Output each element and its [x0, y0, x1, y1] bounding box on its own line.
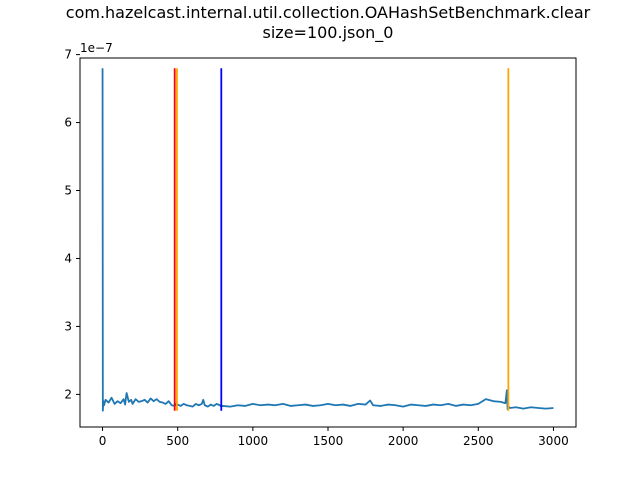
- y-tick-label: 4: [64, 251, 72, 265]
- axes-frame: [79, 57, 577, 428]
- x-tick-label: 2000: [388, 434, 419, 448]
- x-tick-label: 0: [99, 434, 107, 448]
- x-tick-label: 3000: [538, 434, 569, 448]
- x-tick-label: 1000: [238, 434, 269, 448]
- plot-area: [101, 68, 554, 412]
- x-tick-label: 2500: [463, 434, 494, 448]
- series-line-0: [101, 68, 554, 412]
- y-offset-label: 1e−7: [80, 41, 113, 55]
- y-tick-label: 3: [64, 319, 72, 333]
- chart-title-line1: com.hazelcast.internal.util.collection.O…: [66, 3, 591, 22]
- y-tick-label: 5: [64, 184, 72, 198]
- x-axis: 0 500 1000 1500 2000 2500 3000: [99, 427, 569, 448]
- y-tick-label: 6: [64, 116, 72, 130]
- y-tick-label: 2: [64, 387, 72, 401]
- y-axis: 2 3 4 5 6 7: [64, 48, 80, 401]
- y-tick-label: 7: [64, 48, 72, 62]
- chart-title-line2: size=100.json_0: [263, 23, 394, 43]
- x-tick-label: 500: [166, 434, 189, 448]
- x-tick-label: 1500: [313, 434, 344, 448]
